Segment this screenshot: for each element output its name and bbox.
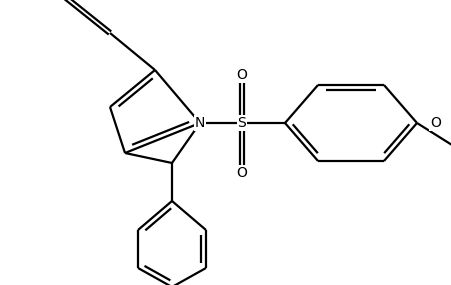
Text: S: S [238,116,246,130]
Text: O: O [430,116,441,130]
Text: O: O [237,68,248,82]
Text: N: N [195,116,205,130]
Text: O: O [237,166,248,180]
